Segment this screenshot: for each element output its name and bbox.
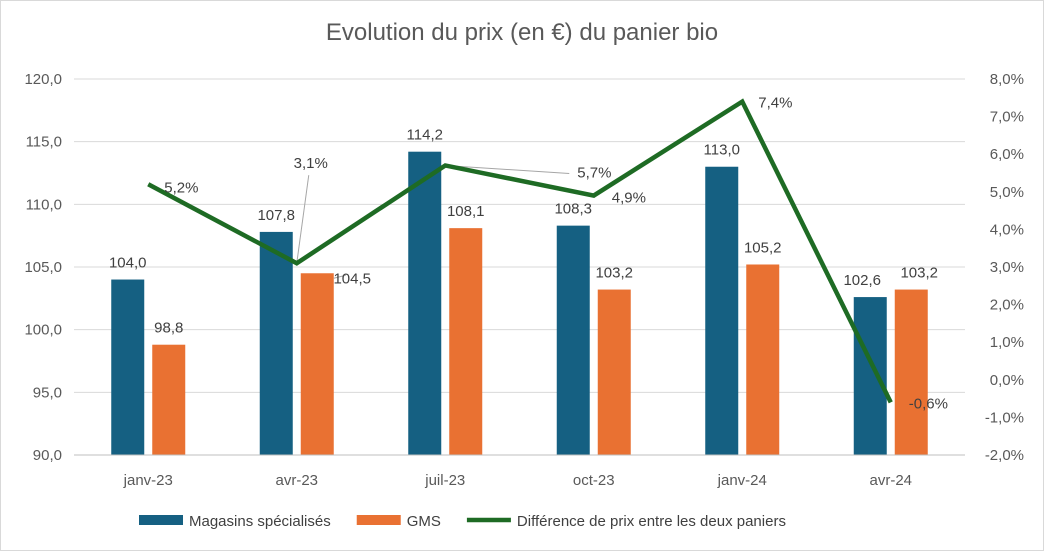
data-label-gms: 104,5: [333, 270, 371, 287]
bar-gms: [449, 228, 483, 455]
leader-line: [333, 274, 346, 279]
data-label-difference: 7,4%: [758, 95, 792, 112]
x-tick-label: avr-23: [275, 472, 318, 489]
legend-item: Différence de prix entre les deux panier…: [466, 513, 786, 530]
bar-gms: [152, 344, 186, 455]
bar-gms: [746, 264, 780, 455]
bars-layer: [111, 151, 928, 455]
bar-magasins-specialises: [111, 279, 145, 455]
y-left-tick-label: 90,0: [33, 447, 62, 464]
data-label-gms: 108,1: [447, 203, 485, 220]
y-left-tick-label: 115,0: [26, 134, 62, 151]
legend: Magasins spécialisés GMS Différence de pri…: [139, 513, 786, 530]
y-left-tick-label: 120,0: [24, 71, 62, 88]
y-left-tick-label: 110,0: [26, 196, 62, 213]
data-label-difference: 3,1%: [294, 155, 328, 172]
legend-label: Magasins spécialisés: [189, 513, 331, 530]
legend-item: GMS: [356, 513, 441, 530]
y-right-tick-label: -1,0%: [985, 409, 1024, 426]
data-label-magasins-specialises: 102,6: [843, 272, 881, 289]
legend-item: Magasins spécialisés: [139, 513, 331, 530]
data-label-difference: 4,9%: [612, 190, 646, 207]
bar-gms: [894, 289, 928, 455]
x-tick-label: juil-23: [424, 472, 465, 489]
leader-line: [296, 175, 310, 264]
y-right-tick-label: 3,0%: [990, 259, 1024, 276]
x-tick-label: janv-24: [717, 472, 767, 489]
grid-layer: [74, 78, 965, 456]
y-right-tick-label: 6,0%: [990, 146, 1024, 163]
x-tick-label: janv-23: [123, 472, 173, 489]
line-layer: [147, 98, 893, 404]
data-label-difference: 5,7%: [577, 164, 611, 181]
data-label-gms: 103,2: [900, 265, 938, 282]
data-label-magasins-specialises: 107,8: [257, 207, 295, 224]
axis-layer: 90,0 95,0 100,0 105,0 110,0 115,0 120,0 -2,0% -1…: [24, 71, 1024, 489]
y-left-tick-label: 105,0: [24, 259, 62, 276]
data-label-magasins-specialises: 108,3: [554, 201, 592, 218]
y-right-tick-label: 4,0%: [990, 221, 1024, 238]
y-right-tick-label: 0,0%: [990, 372, 1024, 389]
bar-magasins-specialises: [705, 166, 739, 455]
y-right-tick-label: 5,0%: [990, 184, 1024, 201]
data-label-difference: -0,6%: [909, 395, 948, 412]
data-label-gms: 105,2: [744, 239, 782, 256]
bar-magasins-specialises: [408, 151, 442, 455]
legend-swatch-gms: [356, 515, 401, 525]
bar-magasins-specialises: [259, 231, 293, 455]
y-right-tick-label: -2,0%: [985, 447, 1024, 464]
data-label-magasins-specialises: 113,0: [704, 142, 740, 159]
labels-layer: 104,0 107,8 114,2 108,3 113,0 102,6 98,8 104,5 1…: [109, 95, 948, 413]
y-left-tick-label: 95,0: [33, 384, 62, 401]
line-difference-de-prix: [147, 98, 893, 404]
y-right-tick-label: 7,0%: [990, 109, 1024, 126]
bar-magasins-specialises: [853, 297, 887, 455]
bar-gms: [597, 289, 631, 455]
y-left-tick-label: 100,0: [24, 322, 62, 339]
data-label-magasins-specialises: 114,2: [407, 127, 443, 144]
chart-title: Evolution du prix (en €) du panier bio: [326, 19, 718, 46]
leaders-layer: [296, 164, 570, 279]
data-label-magasins-specialises: 104,0: [109, 255, 147, 272]
leader-line: [445, 164, 570, 174]
legend-swatch-magasins-specialises: [139, 515, 183, 525]
legend-label: GMS: [407, 513, 441, 530]
y-right-tick-label: 8,0%: [990, 71, 1024, 88]
y-right-tick-label: 1,0%: [990, 334, 1024, 351]
x-tick-label: oct-23: [573, 472, 615, 489]
data-label-gms: 98,8: [154, 320, 183, 337]
bar-magasins-specialises: [556, 225, 590, 455]
x-tick-label: avr-24: [869, 472, 912, 489]
bar-gms: [300, 273, 334, 455]
y-right-tick-label: 2,0%: [990, 297, 1024, 314]
data-label-difference: 5,2%: [164, 179, 198, 196]
legend-label: Différence de prix entre les deux panier…: [517, 513, 786, 530]
data-label-gms: 103,2: [595, 265, 633, 282]
